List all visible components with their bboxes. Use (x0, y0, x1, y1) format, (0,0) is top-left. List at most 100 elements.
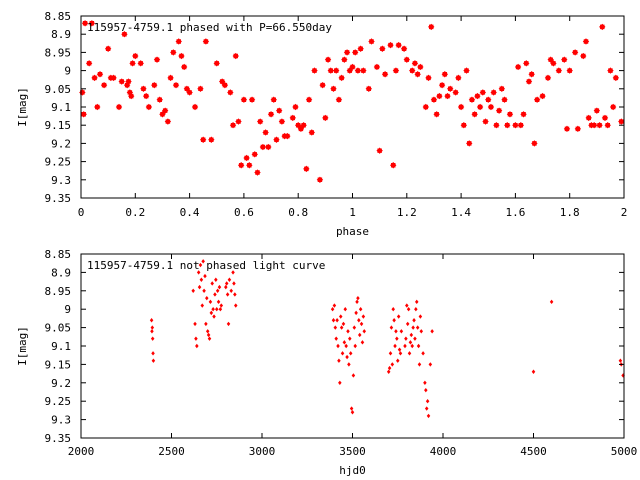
data-point (151, 81, 158, 89)
x-tick-label: 3000 (249, 445, 276, 458)
data-point (428, 23, 435, 31)
y-tick-label: 9.1 (51, 101, 71, 114)
data-point (204, 321, 208, 327)
x-tick-label: 1.8 (560, 206, 580, 219)
data-point (203, 273, 207, 279)
data-point (233, 292, 237, 297)
x-tick-label: 0 (78, 206, 85, 219)
data-point (199, 136, 207, 143)
data-point (387, 365, 392, 371)
data-point (457, 103, 465, 111)
data-point (414, 307, 418, 312)
data-point (129, 60, 136, 67)
data-point (337, 358, 341, 363)
data-point (278, 118, 286, 125)
data-point (218, 307, 223, 312)
data-point (233, 303, 238, 308)
x-tick-label: 1 (349, 206, 356, 219)
data-point (229, 122, 237, 129)
data-point (403, 343, 407, 349)
data-point (212, 314, 216, 319)
data-point (405, 303, 409, 308)
data-point (400, 45, 408, 52)
chart-title: 115957-4759.1 phased with P=66.550day (87, 21, 332, 34)
data-point (227, 277, 232, 282)
y-tick-label: 8.95 (45, 285, 72, 298)
chart-title: 115957-4759.1 not phased light curve (87, 259, 325, 272)
data-point (140, 85, 147, 92)
x-tick-label: 0.2 (125, 206, 145, 219)
data-point (590, 122, 598, 129)
data-point (414, 299, 419, 305)
data-point (394, 329, 398, 334)
data-point (410, 343, 414, 349)
data-point (191, 103, 199, 111)
y-tick-label: 9 (64, 303, 71, 316)
data-point (423, 380, 427, 385)
data-point (601, 114, 609, 122)
data-point (201, 259, 205, 264)
data-point (214, 307, 219, 312)
x-axis-label: phase (336, 225, 369, 238)
data-point (128, 92, 135, 100)
data-point (512, 122, 519, 129)
data-point (161, 107, 169, 114)
data-point (353, 343, 357, 349)
data-point (150, 325, 155, 330)
y-tick-label: 9.2 (51, 377, 71, 390)
data-point (444, 92, 451, 100)
data-point (80, 111, 87, 118)
data-points (149, 259, 625, 419)
data-point (618, 358, 623, 363)
data-point (523, 60, 530, 67)
y-tick-label: 9.15 (45, 119, 72, 132)
data-point (609, 103, 617, 111)
data-point (441, 71, 449, 78)
data-point (428, 362, 433, 367)
data-point (215, 288, 220, 293)
data-point (544, 74, 552, 82)
data-point (358, 307, 363, 312)
data-point (417, 362, 422, 367)
data-point (300, 122, 307, 129)
data-point (455, 74, 462, 82)
data-point (424, 387, 428, 393)
data-point (246, 162, 253, 169)
data-point (466, 140, 473, 147)
data-point (275, 107, 283, 114)
data-point (471, 111, 478, 118)
data-point (335, 96, 343, 103)
data-point (566, 67, 573, 74)
data-point (452, 89, 459, 96)
data-point (180, 63, 188, 71)
data-point (599, 23, 606, 31)
data-point (333, 325, 338, 330)
data-point (330, 307, 335, 312)
x-tick-label: 5000 (611, 445, 638, 458)
data-point (525, 78, 533, 85)
data-point (265, 143, 272, 151)
data-point (289, 114, 296, 122)
data-point (346, 329, 350, 334)
data-point (418, 314, 423, 319)
data-point (392, 318, 396, 323)
data-point (404, 336, 408, 341)
data-point (436, 92, 443, 100)
data-point (343, 307, 348, 312)
y-tick-label: 9.1 (51, 340, 71, 353)
y-tick-label: 9.15 (45, 358, 72, 371)
data-point (476, 103, 484, 111)
data-point (468, 96, 476, 103)
data-point (316, 176, 324, 183)
data-point (235, 118, 242, 125)
data-point (338, 314, 343, 319)
x-tick-label: 1.2 (397, 206, 417, 219)
data-point (150, 336, 155, 341)
data-point (411, 60, 419, 67)
data-point (156, 96, 163, 103)
data-point (206, 332, 211, 338)
data-point (344, 343, 348, 349)
data-point (232, 52, 239, 60)
data-point (424, 406, 429, 411)
